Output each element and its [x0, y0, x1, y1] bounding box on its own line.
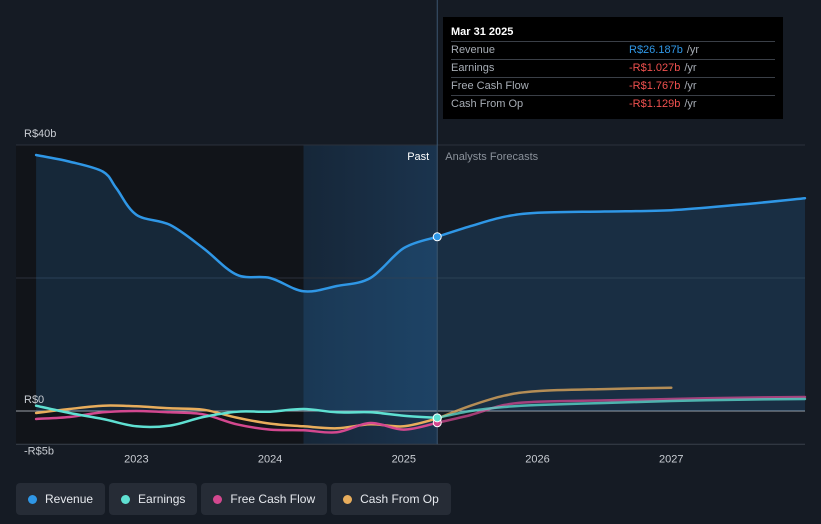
- past-dark-region: [16, 145, 304, 445]
- legend-item-earnings[interactable]: Earnings: [109, 483, 198, 515]
- legend-label: Cash From Op: [360, 492, 439, 506]
- x-tick-label: 2027: [659, 453, 683, 465]
- earnings-past-line: [34, 404, 439, 429]
- tooltip-row-revenue: Revenue R$26.187b /yr: [451, 41, 775, 59]
- past-label: Past: [407, 151, 429, 163]
- free-cash-flow-past-line: [34, 409, 439, 434]
- legend-dot-icon: [343, 494, 353, 504]
- tooltip-row-cash-from-op: Cash From Op -R$1.129b /yr: [451, 95, 775, 113]
- tooltip-label: Earnings: [451, 62, 495, 74]
- y-tick-label: -R$5b: [24, 445, 54, 457]
- tooltip-unit: /yr: [686, 44, 700, 56]
- highlight-region: [303, 145, 438, 445]
- x-tick-label: 2026: [525, 453, 549, 465]
- y-axis-ticks: R$40b R$0 -R$5b: [24, 128, 56, 457]
- legend-dot-icon: [213, 494, 223, 504]
- tooltip-label: Free Cash Flow: [451, 80, 529, 92]
- series-lines: [34, 153, 807, 434]
- legend-dot-icon: [121, 494, 131, 504]
- legend: Revenue Earnings Free Cash Flow Cash Fro…: [16, 483, 451, 515]
- x-axis-ticks: 2023 2024 2025 2026 2027: [124, 453, 683, 465]
- cash-from-op-past-line: [34, 404, 439, 430]
- revenue-area: [36, 155, 806, 411]
- tooltip: Mar 31 2025 Revenue R$26.187b /yr Earnin…: [443, 17, 783, 119]
- y-tick-label: R$40b: [24, 128, 56, 140]
- forecast-label: Analysts Forecasts: [445, 151, 538, 163]
- legend-item-cash-from-op[interactable]: Cash From Op: [331, 483, 451, 515]
- legend-dot-icon: [28, 494, 37, 504]
- legend-label: Free Cash Flow: [230, 492, 316, 506]
- earnings-forecast-line: [435, 397, 807, 420]
- earnings-marker: [432, 413, 442, 423]
- tooltip-value: -R$1.129b: [629, 98, 681, 110]
- revenue-marker: [432, 232, 442, 242]
- tooltip-value: -R$1.767b: [629, 80, 681, 92]
- gridlines: [16, 144, 805, 445]
- legend-label: Earnings: [138, 492, 186, 506]
- tooltip-row-earnings: Earnings -R$1.027b /yr: [451, 59, 775, 77]
- tooltip-unit: /yr: [684, 62, 697, 74]
- legend-label: Revenue: [45, 492, 94, 506]
- y-tick-label: R$0: [24, 394, 44, 406]
- legend-item-free-cash-flow[interactable]: Free Cash Flow: [201, 483, 328, 515]
- tooltip-unit: /yr: [684, 98, 697, 110]
- markers: [432, 232, 442, 428]
- x-tick-label: 2023: [124, 453, 148, 465]
- tooltip-value: -R$1.027b: [629, 62, 681, 74]
- tooltip-label: Revenue: [451, 44, 496, 56]
- tooltip-label: Cash From Op: [451, 98, 524, 110]
- tooltip-date: Mar 31 2025: [451, 26, 514, 38]
- tooltip-value: R$26.187b: [629, 44, 683, 56]
- legend-item-revenue[interactable]: Revenue: [16, 483, 106, 515]
- x-tick-label: 2024: [258, 453, 282, 465]
- revenue-past-line: [34, 153, 439, 293]
- free-cash-flow-forecast-line: [435, 395, 807, 425]
- tooltip-unit: /yr: [684, 80, 697, 92]
- revenue-forecast-line: [435, 196, 807, 239]
- x-tick-label: 2025: [392, 453, 416, 465]
- cash-from-op-forecast-line: [435, 386, 673, 420]
- tooltip-row-free-cash-flow: Free Cash Flow -R$1.767b /yr: [451, 77, 775, 95]
